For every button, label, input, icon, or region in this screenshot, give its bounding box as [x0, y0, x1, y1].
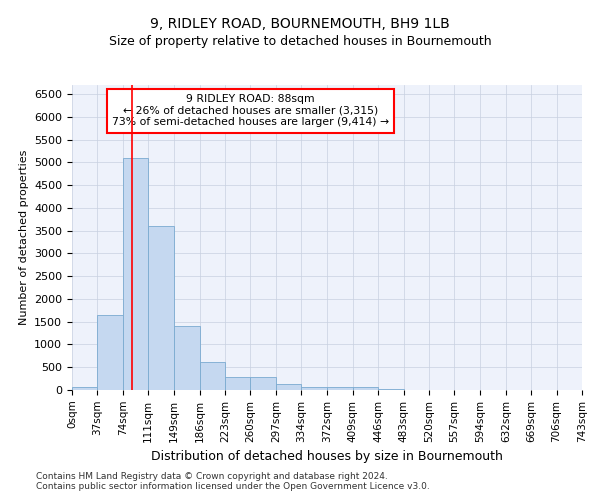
Bar [123, 158, 148, 390]
Bar [250, 377, 276, 390]
Text: Size of property relative to detached houses in Bournemouth: Size of property relative to detached ho… [109, 35, 491, 48]
Bar [353, 387, 378, 390]
Y-axis label: Number of detached properties: Number of detached properties [19, 150, 29, 325]
Bar [301, 386, 328, 390]
Bar [174, 326, 200, 390]
Text: Contains public sector information licensed under the Open Government Licence v3: Contains public sector information licen… [36, 482, 430, 491]
Bar [148, 226, 174, 390]
Bar [225, 377, 250, 390]
X-axis label: Distribution of detached houses by size in Bournemouth: Distribution of detached houses by size … [151, 450, 503, 463]
Text: 9 RIDLEY ROAD: 88sqm
← 26% of detached houses are smaller (3,315)
73% of semi-de: 9 RIDLEY ROAD: 88sqm ← 26% of detached h… [112, 94, 389, 128]
Bar [276, 384, 301, 390]
Bar [328, 388, 353, 390]
Bar [378, 388, 404, 390]
Bar [97, 315, 123, 390]
Bar [200, 362, 225, 390]
Text: Contains HM Land Registry data © Crown copyright and database right 2024.: Contains HM Land Registry data © Crown c… [36, 472, 388, 481]
Text: 9, RIDLEY ROAD, BOURNEMOUTH, BH9 1LB: 9, RIDLEY ROAD, BOURNEMOUTH, BH9 1LB [150, 18, 450, 32]
Bar [72, 386, 97, 390]
